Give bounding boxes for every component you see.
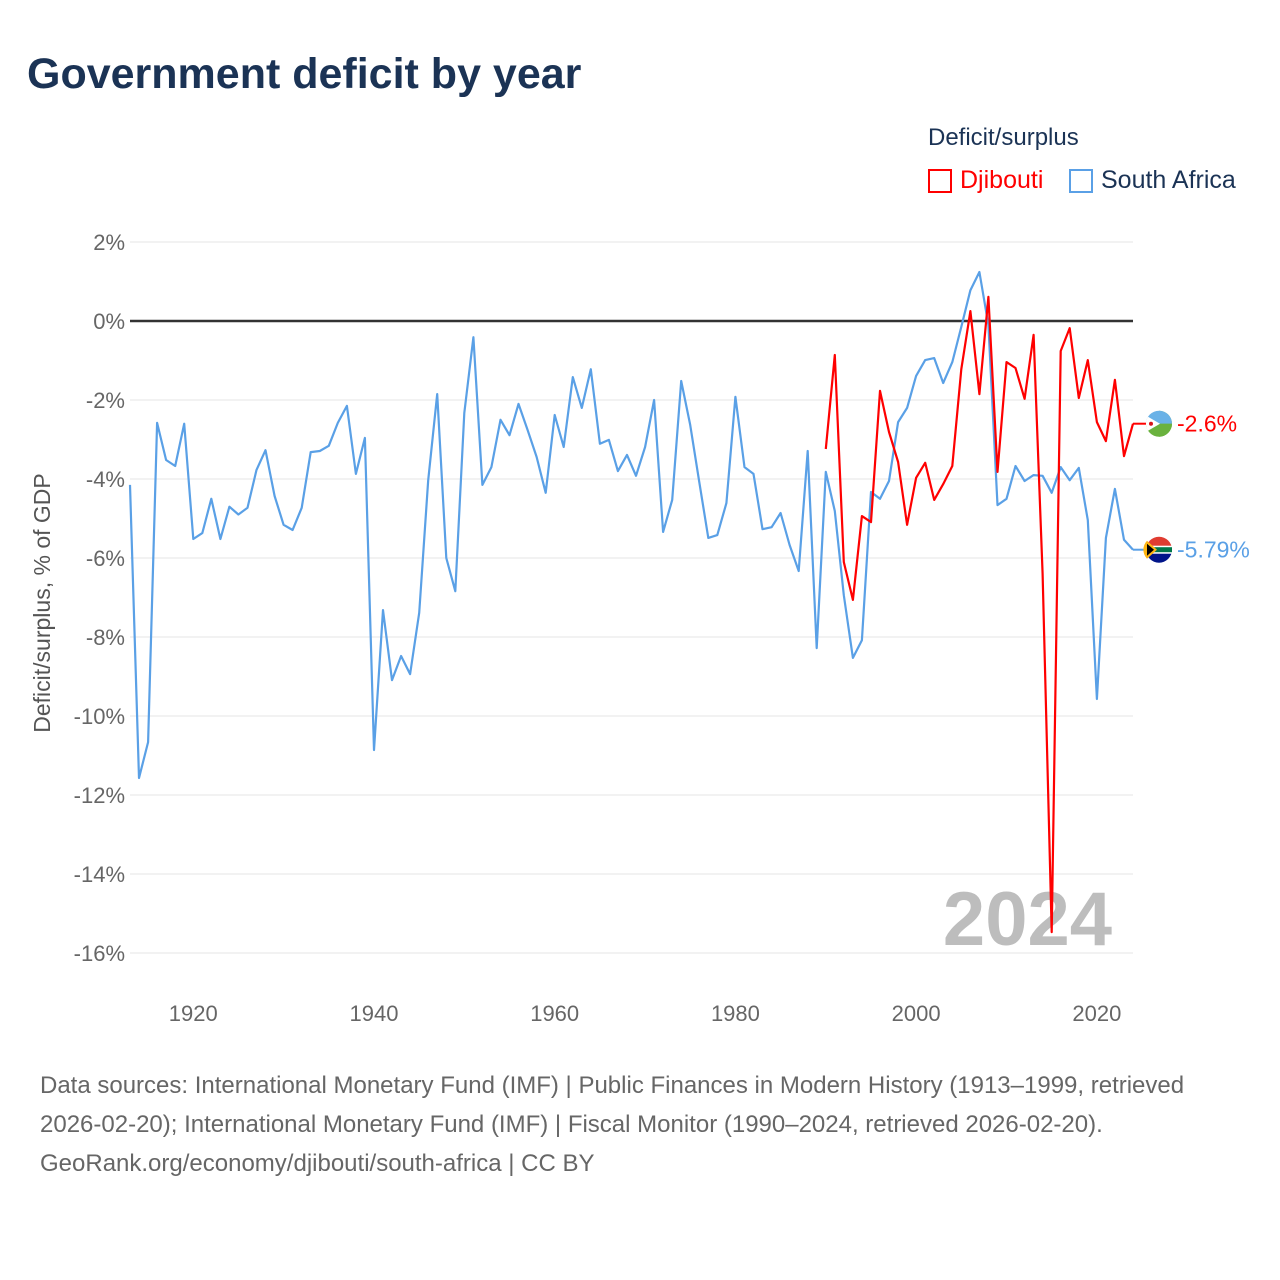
legend-swatch-djibouti [928, 168, 952, 193]
y-tick-label: 0% [93, 309, 125, 334]
data-sources: Data sources: International Monetary Fun… [40, 1072, 1185, 1138]
end-label-djibouti: -2.6% [1177, 411, 1237, 437]
y-axis-label: Deficit/surplus, % of GDP [29, 473, 55, 732]
south-africa-flag-icon [1143, 536, 1172, 563]
legend-label: Djibouti [960, 166, 1044, 194]
end-label-south-africa: -5.79% [1177, 537, 1250, 563]
chart-title: Government deficit by year [27, 50, 582, 98]
x-tick-label: 1920 [169, 1001, 218, 1026]
y-tick-label: -16% [74, 941, 125, 966]
year-watermark: 2024 [943, 877, 1112, 962]
legend-label: South Africa [1101, 166, 1236, 194]
y-tick-label: -10% [74, 704, 125, 729]
x-tick-label: 2020 [1072, 1001, 1121, 1026]
credit-link[interactable]: GeoRank.org/economy/djibouti/south-afric… [40, 1150, 595, 1177]
flag-star [1149, 421, 1153, 426]
y-tick-label: -14% [74, 862, 125, 887]
y-tick-label: -12% [74, 783, 125, 808]
legend-title: Deficit/surplus [928, 124, 1079, 151]
djibouti-flag-icon [1145, 410, 1172, 437]
legend-swatch-south-africa [1069, 168, 1093, 193]
y-tick-label: -4% [86, 467, 125, 492]
y-tick-label: -6% [86, 546, 125, 571]
chart-area: 2% 0% -2% -4% -6% -8% -10% -12% -14% -16% 1920 1940… [29, 230, 1250, 1026]
x-tick-label: 1960 [530, 1001, 579, 1026]
series-line-south-africa [128, 270, 1134, 780]
x-tick-label: 1980 [711, 1001, 760, 1026]
footer: Data sources: International Monetary Fun… [40, 1066, 1240, 1183]
x-tick-label: 2000 [892, 1001, 941, 1026]
series-line-djibouti [824, 295, 1135, 934]
y-tick-label: -8% [86, 625, 125, 650]
flag-part [1147, 543, 1154, 556]
y-tick-label: 2% [93, 230, 125, 255]
y-tick-label: -2% [86, 388, 125, 413]
x-tick-label: 1940 [349, 1001, 398, 1026]
legend-item-south-africa[interactable]: South Africa [1069, 166, 1236, 195]
legend-item-djibouti[interactable]: Djibouti [928, 166, 1043, 195]
flag-part [1146, 547, 1172, 553]
